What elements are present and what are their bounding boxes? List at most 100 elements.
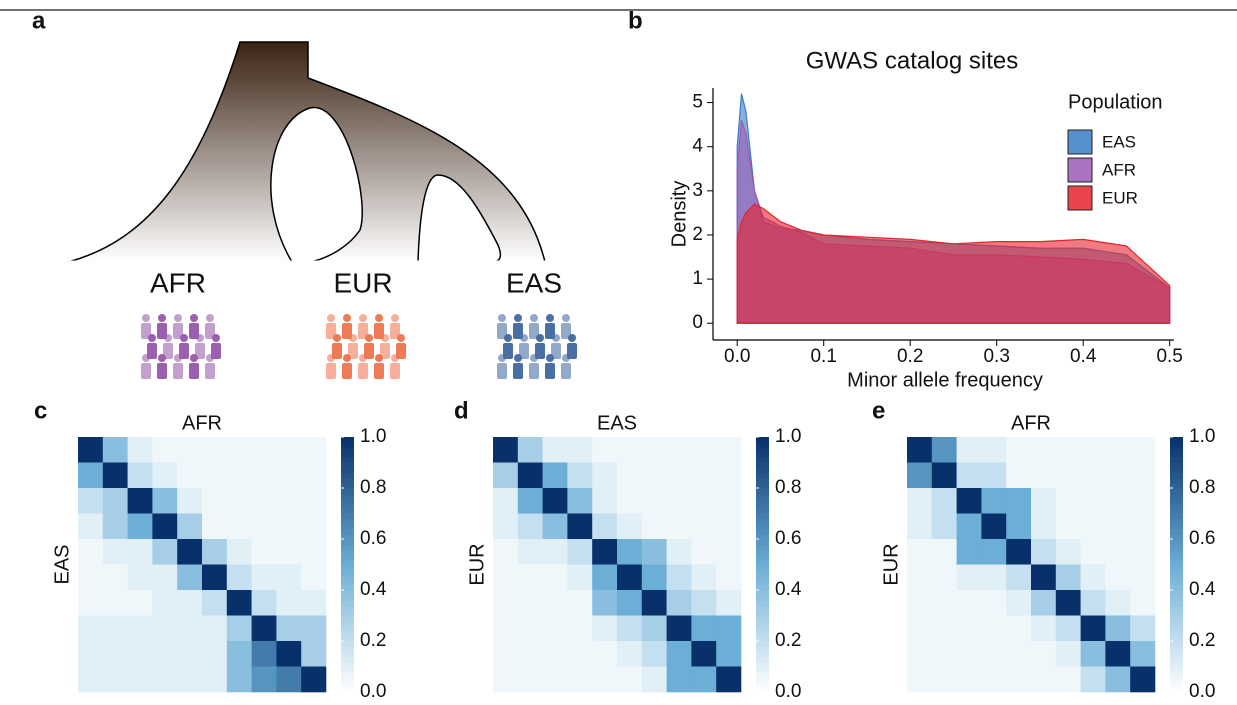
- heatmap-cell: [152, 641, 178, 667]
- heatmap-cell: [542, 488, 568, 514]
- heatmap-cell: [542, 513, 568, 540]
- colorbar-segment: [341, 503, 354, 509]
- heatmap-cell: [152, 590, 178, 616]
- person-icon: [561, 363, 571, 379]
- heatmap-cell: [542, 615, 568, 642]
- heatmap-cell: [567, 462, 593, 489]
- heatmap-cell: [177, 666, 203, 693]
- heatmap-cell: [177, 641, 203, 667]
- heatmap-cell: [542, 666, 568, 693]
- heatmap-cell: [931, 539, 957, 565]
- colorbar-segment: [1170, 579, 1183, 586]
- colorbar-segment: [341, 625, 354, 632]
- colorbar-segment: [756, 584, 769, 591]
- heatmap-cell: [592, 615, 618, 642]
- person-icon: [189, 323, 199, 339]
- colorbar-segment: [756, 615, 769, 622]
- heatmap-cell: [152, 539, 178, 565]
- heatmap-cell: [641, 462, 667, 489]
- heatmap-cell: [251, 513, 277, 540]
- person-icon: [179, 343, 189, 359]
- heatmap-cell: [1130, 539, 1156, 565]
- colorbar-segment: [1170, 503, 1183, 509]
- heatmap-cell: [102, 564, 128, 591]
- colorbar-tick-label: 0.6: [1189, 528, 1215, 549]
- person-icon: [551, 343, 561, 359]
- colorbar-segment: [756, 442, 769, 448]
- person-icon: [173, 363, 183, 379]
- heatmap-cell: [1105, 590, 1131, 616]
- heatmap-cell: [102, 641, 128, 667]
- colorbar-segment: [1170, 508, 1183, 514]
- heatmap-cell: [956, 462, 982, 489]
- heatmap-cell: [517, 488, 543, 514]
- person-icon: [142, 314, 150, 322]
- colorbar-tick-label: 0.4: [360, 579, 387, 600]
- heatmap-cell: [517, 641, 543, 667]
- heatmap-cell: [1006, 641, 1032, 667]
- colorbar-segment: [756, 579, 769, 586]
- heatmap-cell: [202, 615, 228, 642]
- person-icon: [561, 323, 571, 339]
- colorbar-segment: [756, 493, 769, 499]
- person-icon: [163, 343, 173, 359]
- colorbar-segment: [1170, 447, 1183, 453]
- colorbar-segment: [756, 641, 769, 647]
- colorbar-segment: [1170, 630, 1183, 637]
- colorbar-segment: [756, 625, 769, 632]
- person-icon: [497, 363, 507, 379]
- panel-letter: d: [454, 397, 469, 424]
- colorbar-segment: [756, 513, 769, 520]
- colorbar-segment: [341, 605, 354, 611]
- heatmap-cell: [152, 462, 178, 489]
- heatmap-cell: [641, 564, 667, 591]
- person-icon: [157, 323, 167, 339]
- person-icon: [205, 363, 215, 379]
- colorbar-segment: [341, 513, 354, 520]
- heatmap-cell: [493, 539, 519, 565]
- heatmap-cell: [716, 488, 742, 514]
- heatmap-cell: [617, 539, 643, 565]
- colorbar-tick-label: 0.4: [1189, 579, 1216, 600]
- colorbar-segment: [756, 564, 769, 571]
- heatmap-cell: [102, 666, 128, 693]
- heatmap-cell: [592, 666, 618, 693]
- heatmap-cell: [226, 641, 252, 667]
- y-axis-label: EAS: [51, 544, 73, 584]
- heatmap-cell: [78, 666, 104, 693]
- legend-swatch: [1067, 185, 1093, 211]
- heatmap-cell: [907, 615, 933, 642]
- person-icon: [174, 354, 182, 362]
- colorbar-segment: [341, 447, 354, 453]
- colorbar-segment: [1170, 656, 1183, 662]
- heatmap-cell: [981, 488, 1007, 514]
- heatmap-cell: [1055, 539, 1081, 565]
- person-icon: [180, 334, 188, 342]
- colorbar-segment: [341, 508, 354, 514]
- heatmap-cell: [931, 513, 957, 540]
- person-icon: [358, 323, 368, 339]
- heatmap-cell: [202, 513, 228, 540]
- colorbar-segment: [1170, 615, 1183, 622]
- heatmap-cell: [1130, 488, 1156, 514]
- heatmap-cell: [102, 488, 128, 514]
- colorbar-segment: [756, 651, 769, 657]
- heatmap-cell: [666, 513, 692, 540]
- colorbar-segment: [756, 630, 769, 637]
- colorbar-segment: [756, 671, 769, 678]
- heatmap-cell: [666, 564, 692, 591]
- colorbar-segment: [756, 646, 769, 652]
- chart-title: AFR: [1011, 412, 1051, 434]
- heatmap-cell: [301, 564, 327, 591]
- person-icon: [358, 363, 368, 379]
- heatmap-cell: [517, 615, 543, 642]
- colorbar-segment: [1170, 539, 1183, 545]
- colorbar-segment: [756, 518, 769, 525]
- person-icon: [545, 323, 555, 339]
- heatmap-cell: [641, 488, 667, 514]
- heatmap-cell: [301, 437, 327, 463]
- colorbar-segment: [756, 686, 769, 693]
- heatmap-cell: [666, 590, 692, 616]
- heatmap-cell: [1006, 590, 1032, 616]
- heatmap-cell: [152, 437, 178, 463]
